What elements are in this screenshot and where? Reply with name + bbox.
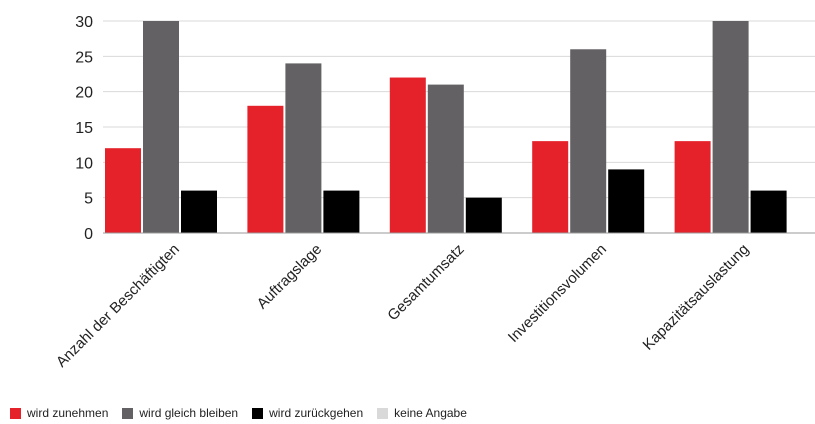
legend-item: wird zurückgehen: [252, 406, 363, 420]
bar: [181, 190, 217, 233]
legend-label: wird zurückgehen: [269, 406, 364, 420]
x-tick-label: Kapazitätsauslastung: [640, 241, 753, 354]
bar: [532, 141, 569, 233]
legend-item: keine Angabe: [377, 406, 467, 420]
x-tick-label: Anzahl der Beschäftigten: [53, 241, 183, 371]
bars: [105, 21, 787, 234]
bar: [323, 190, 360, 233]
legend-swatch: [122, 407, 134, 419]
legend: wird zunehmen wird gleich bleiben wird zur…: [10, 406, 481, 420]
bar: [465, 197, 502, 233]
y-tick-label: 10: [75, 155, 93, 172]
bar: [285, 63, 322, 234]
bar: [674, 141, 711, 233]
bar: [389, 77, 426, 234]
bar: [143, 21, 179, 233]
legend-swatch: [377, 407, 389, 419]
x-axis-labels: Anzahl der Beschäftigten Auftragslage Gesa…: [53, 241, 753, 371]
legend-item: wird zunehmen: [10, 406, 108, 420]
y-tick-label: 25: [75, 49, 93, 66]
y-tick-label: 20: [75, 85, 93, 102]
y-axis-ticks: 0 5 10 15 20 25 30: [75, 14, 93, 243]
bar-chart: 0 5 10 15 20 25 30 Anzahl der Beschäftigten Auf…: [53, 14, 815, 371]
x-tick-label: Gesamtumsatz: [384, 241, 467, 324]
bar: [427, 84, 464, 233]
legend-label: keine Angabe: [394, 406, 467, 420]
y-tick-label: 0: [84, 226, 93, 243]
bar: [750, 190, 787, 233]
bar: [712, 21, 749, 233]
legend-label: wird zunehmen: [27, 406, 109, 420]
legend-swatch: [10, 407, 21, 419]
y-tick-label: 30: [75, 14, 93, 31]
bar: [570, 49, 607, 234]
bar: [105, 148, 141, 233]
y-tick-label: 15: [75, 120, 93, 137]
x-tick-label: Investitionsvolumen: [505, 241, 610, 346]
legend-item: wird gleich bleiben: [122, 406, 238, 420]
legend-label: wird gleich bleiben: [139, 406, 239, 420]
bar: [608, 169, 645, 233]
legend-swatch: [252, 407, 264, 419]
bar: [247, 105, 284, 233]
x-tick-label: Auftragslage: [254, 241, 326, 313]
y-tick-label: 5: [84, 191, 93, 208]
